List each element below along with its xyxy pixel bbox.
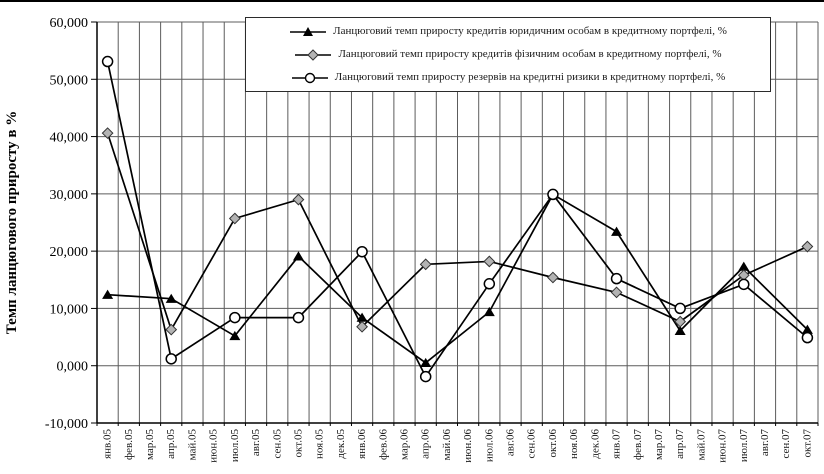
circle-data-point [419, 370, 432, 383]
legend-label: Ланцюговий темп приросту кредитів юридич… [333, 25, 727, 37]
diamond-series-marker-icon [295, 48, 332, 61]
triangle-data-point [674, 325, 686, 335]
x-tick-label: июл.07 [738, 429, 750, 463]
circle-data-point [483, 278, 496, 290]
x-tick-label: фев.05 [123, 429, 135, 460]
series-triangle [102, 189, 813, 368]
legend-label: Ланцюговий темп приросту кредитів фізичн… [338, 48, 722, 60]
triangle-data-point [420, 357, 432, 368]
series-diamond [101, 127, 814, 336]
y-axis-tick-labels: 60,000 50,000 40,000 30,000 20,000 10,000 0,00… [45, 16, 88, 432]
diamond-data-point [101, 127, 114, 140]
diamond-data-point [483, 255, 496, 268]
x-tick-label: мар.05 [144, 429, 156, 461]
circle-data-point [610, 272, 623, 285]
legend-item-individuals: Ланцюговий темп приросту кредитів фізичн… [246, 49, 770, 61]
x-tick-label: сен.06 [526, 429, 538, 459]
triangle-data-point [483, 306, 495, 317]
x-tick-label: окт.05 [292, 429, 304, 458]
x-tick-label: авг.07 [759, 429, 771, 457]
x-tick-label: апр.06 [420, 429, 432, 459]
diamond-data-point [674, 315, 687, 328]
triangle-data-point [611, 226, 623, 236]
diamond-data-point [547, 271, 559, 284]
y-tick-label: 60,000 [50, 16, 89, 31]
x-tick-label: май.07 [695, 429, 707, 461]
diamond-data-point [801, 240, 814, 253]
circle-series-marker-icon [291, 72, 328, 83]
x-tick-label: фев.06 [377, 429, 389, 460]
diamond-data-point [419, 258, 432, 271]
x-tick-label: янв.07 [611, 429, 623, 459]
x-tick-label: ноя.06 [568, 429, 580, 459]
legend-label: Ланцюговий темп приросту резервів на кре… [334, 71, 726, 83]
x-tick-label: июн.05 [208, 429, 220, 463]
circle-data-point [547, 188, 559, 201]
x-tick-label: июн.06 [462, 429, 474, 463]
circle-data-point [292, 311, 305, 324]
x-tick-label: ноя.05 [314, 429, 326, 459]
circle-data-point [229, 311, 241, 324]
x-axis-month-labels: янв.05 фев.05 мар.05 апр.05 май.05 июн.05 июл.… [102, 429, 814, 463]
diamond-data-point [165, 323, 178, 336]
x-tick-label: мар.06 [398, 429, 410, 461]
circle-data-point [801, 331, 814, 344]
x-tick-label: апр.05 [165, 429, 177, 459]
circle-data-point [101, 55, 114, 68]
y-tick-label: -10,000 [45, 417, 88, 432]
y-tick-label: 10,000 [50, 302, 89, 317]
triangle-data-point [801, 324, 813, 334]
triangle-series-marker-icon [290, 26, 327, 36]
chart-legend: Ланцюговий темп приросту кредитів юридич… [245, 17, 771, 92]
y-tick-label: 30,000 [50, 188, 89, 203]
x-tick-label: май.06 [441, 429, 453, 461]
triangle-data-point [738, 261, 750, 271]
circle-data-point [738, 278, 750, 291]
y-tick-label: 20,000 [50, 245, 89, 260]
y-tick-label: 0,000 [57, 360, 89, 375]
y-tick-label: 50,000 [50, 73, 89, 88]
x-tick-label: июл.05 [229, 429, 241, 463]
x-tick-label: окт.07 [801, 429, 813, 458]
y-axis-title: Темп ланцюгового приросту в % [4, 111, 20, 335]
x-tick-label: сен.05 [271, 429, 283, 459]
diamond-data-point [356, 320, 368, 333]
x-tick-label: май.05 [186, 429, 198, 461]
axes [91, 21, 819, 426]
triangle-data-point [165, 293, 177, 303]
x-tick-label: фев.07 [632, 429, 644, 460]
x-tick-label: окт.06 [547, 429, 559, 458]
x-tick-label: апр.07 [674, 429, 686, 459]
circle-data-point [165, 353, 177, 365]
x-tick-label: янв.06 [356, 429, 368, 459]
series-circle [101, 55, 814, 383]
diamond-data-point [610, 286, 623, 299]
triangle-data-point [229, 330, 241, 341]
top-border-rule [0, 0, 824, 2]
x-tick-label: янв.05 [102, 429, 114, 459]
diamond-data-point [228, 212, 241, 225]
legend-item-reserves: Ланцюговий темп приросту резервів на кре… [246, 72, 770, 84]
x-tick-label: сен.07 [780, 429, 792, 459]
x-tick-label: дек.05 [335, 429, 347, 459]
x-tick-label: авг.06 [505, 429, 517, 457]
legend-item-legal-entities: Ланцюговий темп приросту кредитів юридич… [246, 26, 770, 38]
circle-data-point [356, 245, 368, 258]
x-tick-label: дек.06 [589, 429, 601, 459]
circle-data-point [674, 302, 686, 315]
x-tick-label: авг.05 [250, 429, 262, 457]
x-tick-label: июл.06 [483, 429, 495, 463]
triangle-data-point [292, 251, 304, 261]
y-tick-label: 40,000 [50, 131, 89, 146]
x-tick-label: июн.07 [717, 429, 729, 463]
diamond-data-point [292, 193, 305, 206]
x-tick-label: мар.07 [653, 429, 665, 461]
triangle-data-point [102, 289, 114, 299]
